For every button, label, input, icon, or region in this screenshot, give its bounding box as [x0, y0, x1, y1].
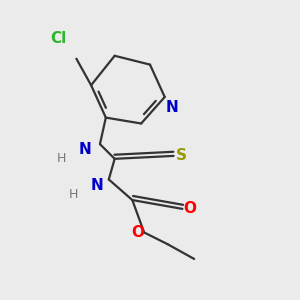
Text: H: H [69, 188, 78, 201]
Text: S: S [176, 148, 186, 164]
Text: N: N [166, 100, 178, 115]
Text: Cl: Cl [51, 31, 67, 46]
Text: O: O [183, 201, 196, 216]
Text: H: H [57, 152, 66, 165]
Text: N: N [91, 178, 103, 193]
Text: O: O [132, 225, 145, 240]
Text: N: N [79, 142, 92, 158]
